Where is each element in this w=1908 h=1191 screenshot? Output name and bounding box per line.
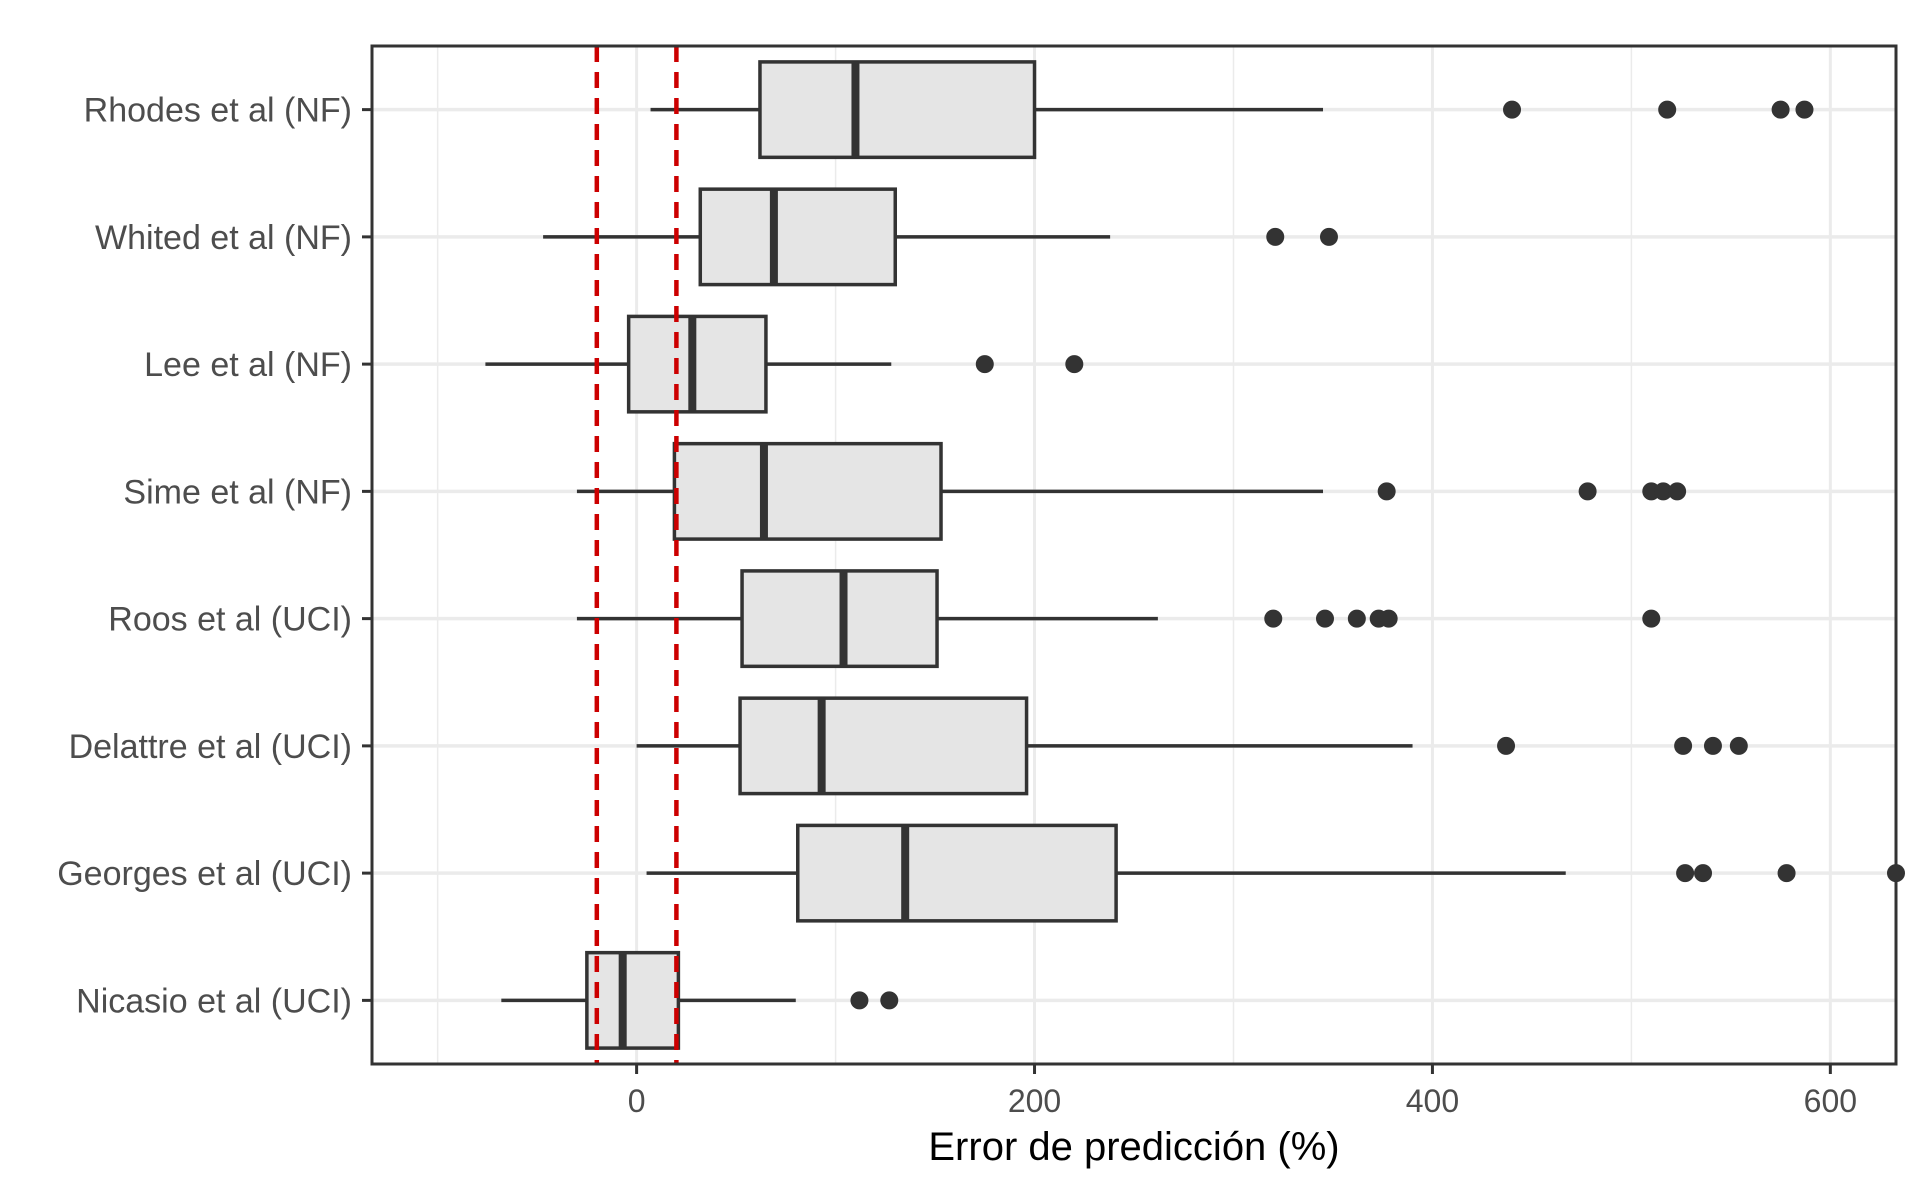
outlier-point <box>1658 100 1677 119</box>
panel-border <box>370 44 1898 1066</box>
box-group <box>543 187 1338 287</box>
outlier-point <box>1578 482 1597 501</box>
box-iqr <box>698 187 898 287</box>
x-tick-label: 600 <box>1804 1083 1857 1119</box>
box-iqr <box>796 823 1118 923</box>
outlier-point <box>1347 609 1366 628</box>
outlier-point <box>1777 864 1796 883</box>
reference-lines <box>594 46 679 1064</box>
outlier-point <box>850 991 869 1010</box>
outlier-point <box>1642 609 1661 628</box>
box-iqr <box>758 60 1037 160</box>
grid-layer <box>372 46 1896 1064</box>
panel-background <box>372 46 1896 1064</box>
category-label: Delattre et al (UCI) <box>69 728 352 766</box>
outlier-point <box>1703 736 1722 755</box>
category-label: Whited et al (NF) <box>95 219 352 257</box>
outlier-point <box>1065 355 1084 374</box>
x-axis-title: Error de predicción (%) <box>928 1125 1339 1169</box>
axis-layer: Rhodes et al (NF) Whited et al (NF) Lee et… <box>57 92 1857 1119</box>
outlier-point <box>1264 609 1283 628</box>
box-group <box>636 696 1748 796</box>
box-group <box>650 60 1814 160</box>
outlier-point <box>1771 100 1790 119</box>
category-label: Sime et al (NF) <box>123 473 352 511</box>
category-label: Georges et al (UCI) <box>57 855 352 893</box>
box-iqr <box>672 441 943 541</box>
outlier-point <box>1674 736 1693 755</box>
box-layer <box>485 60 1905 1050</box>
outlier-point <box>1795 100 1814 119</box>
category-label: Nicasio et al (UCI) <box>76 982 352 1020</box>
outlier-point <box>1729 736 1748 755</box>
outlier-point <box>1266 227 1285 246</box>
outlier-point <box>1503 100 1522 119</box>
outlier-point <box>1654 482 1673 501</box>
outlier-point <box>1676 864 1695 883</box>
box-iqr <box>626 314 768 414</box>
outlier-point <box>1668 482 1687 501</box>
outlier-point <box>1315 609 1334 628</box>
x-tick-label: 400 <box>1406 1083 1459 1119</box>
outlier-point <box>1377 482 1396 501</box>
category-label: Rhodes et al (NF) <box>84 92 352 130</box>
x-tick-label: 0 <box>628 1083 646 1119</box>
outlier-point <box>1319 227 1338 246</box>
box-group <box>646 823 1905 923</box>
outlier-point <box>1497 736 1516 755</box>
box-iqr <box>738 696 1029 796</box>
box-group <box>576 569 1661 669</box>
box-group <box>501 950 899 1050</box>
category-label: Lee et al (NF) <box>144 346 352 384</box>
box-group <box>485 314 1084 414</box>
box-iqr <box>585 950 681 1050</box>
category-label: Roos et al (UCI) <box>108 601 352 639</box>
outlier-point <box>975 355 994 374</box>
outlier-point <box>1379 609 1398 628</box>
box-group <box>576 441 1687 541</box>
outlier-point <box>1694 864 1713 883</box>
x-tick-label: 200 <box>1008 1083 1061 1119</box>
outlier-point <box>880 991 899 1010</box>
